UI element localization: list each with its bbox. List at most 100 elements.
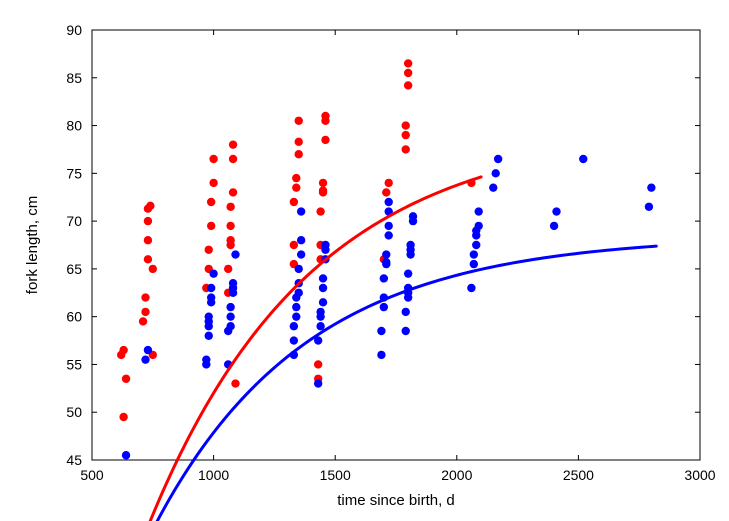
y-tick-label: 90 [66,22,82,38]
data-point-red-group [319,179,327,187]
data-point-red-group [404,69,412,77]
data-point-red-group [119,413,127,421]
data-point-blue-group [205,332,213,340]
data-point-red-group [321,112,329,120]
data-point-red-group [229,140,237,148]
data-point-red-group [319,186,327,194]
data-point-blue-group [474,222,482,230]
data-point-blue-group [229,279,237,287]
y-tick-label: 45 [66,452,82,468]
data-point-red-group [290,241,298,249]
data-point-blue-group [207,293,215,301]
data-point-red-group [314,360,322,368]
data-point-blue-group [579,155,587,163]
x-tick-label: 500 [80,467,104,483]
data-point-red-group [231,379,239,387]
data-point-red-group [290,198,298,206]
data-point-red-group [141,293,149,301]
data-point-red-group [402,145,410,153]
data-point-red-group [207,198,215,206]
data-point-blue-group [552,207,560,215]
data-point-red-group [226,236,234,244]
data-point-red-group [139,317,147,325]
y-tick-label: 65 [66,261,82,277]
data-point-red-group [144,255,152,263]
data-point-blue-group [209,269,217,277]
data-point-blue-group [382,258,390,266]
data-point-blue-group [297,236,305,244]
data-point-blue-group [292,303,300,311]
data-point-blue-group [492,169,500,177]
data-point-blue-group [385,198,393,206]
data-point-blue-group [474,207,482,215]
data-point-red-group [321,136,329,144]
data-point-blue-group [144,346,152,354]
data-point-red-group [119,346,127,354]
data-point-blue-group [316,322,324,330]
x-axis-label: time since birth, d [337,492,455,509]
x-tick-label: 2500 [563,467,594,483]
x-tick-label: 3000 [684,467,715,483]
y-tick-label: 60 [66,309,82,325]
chart-svg: 5001000150020002500300045505560657075808… [0,0,729,521]
data-point-red-group [295,117,303,125]
data-point-blue-group [467,284,475,292]
plot-box [92,30,700,460]
data-point-red-group [229,188,237,196]
y-axis-label: fork length, cm [24,196,41,294]
data-point-red-group [295,150,303,158]
y-tick-label: 80 [66,118,82,134]
data-point-blue-group [295,265,303,273]
data-point-red-group [146,202,154,210]
data-point-blue-group [122,451,130,459]
data-point-blue-group [647,183,655,191]
data-point-red-group [292,183,300,191]
data-point-blue-group [402,327,410,335]
data-point-blue-group [489,183,497,191]
data-point-blue-group [470,260,478,268]
data-point-red-group [295,138,303,146]
data-point-blue-group [382,250,390,258]
data-point-blue-group [377,327,385,335]
data-point-red-group [404,59,412,67]
data-point-red-group [226,222,234,230]
y-tick-label: 55 [66,356,82,372]
scatter-chart: 5001000150020002500300045505560657075808… [0,0,729,521]
data-point-blue-group [141,355,149,363]
data-point-blue-group [316,308,324,316]
data-point-blue-group [205,312,213,320]
data-point-blue-group [470,250,478,258]
y-tick-label: 50 [66,404,82,420]
data-point-red-group [402,121,410,129]
data-point-blue-group [297,250,305,258]
data-point-red-group [404,81,412,89]
data-point-blue-group [226,322,234,330]
data-point-red-group [141,308,149,316]
data-point-blue-group [226,303,234,311]
data-point-blue-group [202,355,210,363]
data-point-blue-group [402,308,410,316]
data-point-blue-group [472,241,480,249]
data-point-blue-group [409,212,417,220]
data-point-red-group [144,236,152,244]
data-point-blue-group [295,289,303,297]
data-point-red-group [385,179,393,187]
data-point-blue-group [314,379,322,387]
data-point-blue-group [550,222,558,230]
y-tick-label: 75 [66,165,82,181]
x-tick-label: 2000 [441,467,472,483]
y-tick-label: 70 [66,213,82,229]
data-point-blue-group [377,351,385,359]
data-point-blue-group [319,284,327,292]
data-point-blue-group [297,207,305,215]
data-point-blue-group [319,298,327,306]
data-point-red-group [229,155,237,163]
data-point-blue-group [385,222,393,230]
data-point-red-group [402,131,410,139]
data-point-blue-group [292,312,300,320]
data-point-blue-group [290,336,298,344]
data-point-red-group [382,188,390,196]
data-point-blue-group [380,303,388,311]
data-point-blue-group [645,203,653,211]
data-point-red-group [292,174,300,182]
